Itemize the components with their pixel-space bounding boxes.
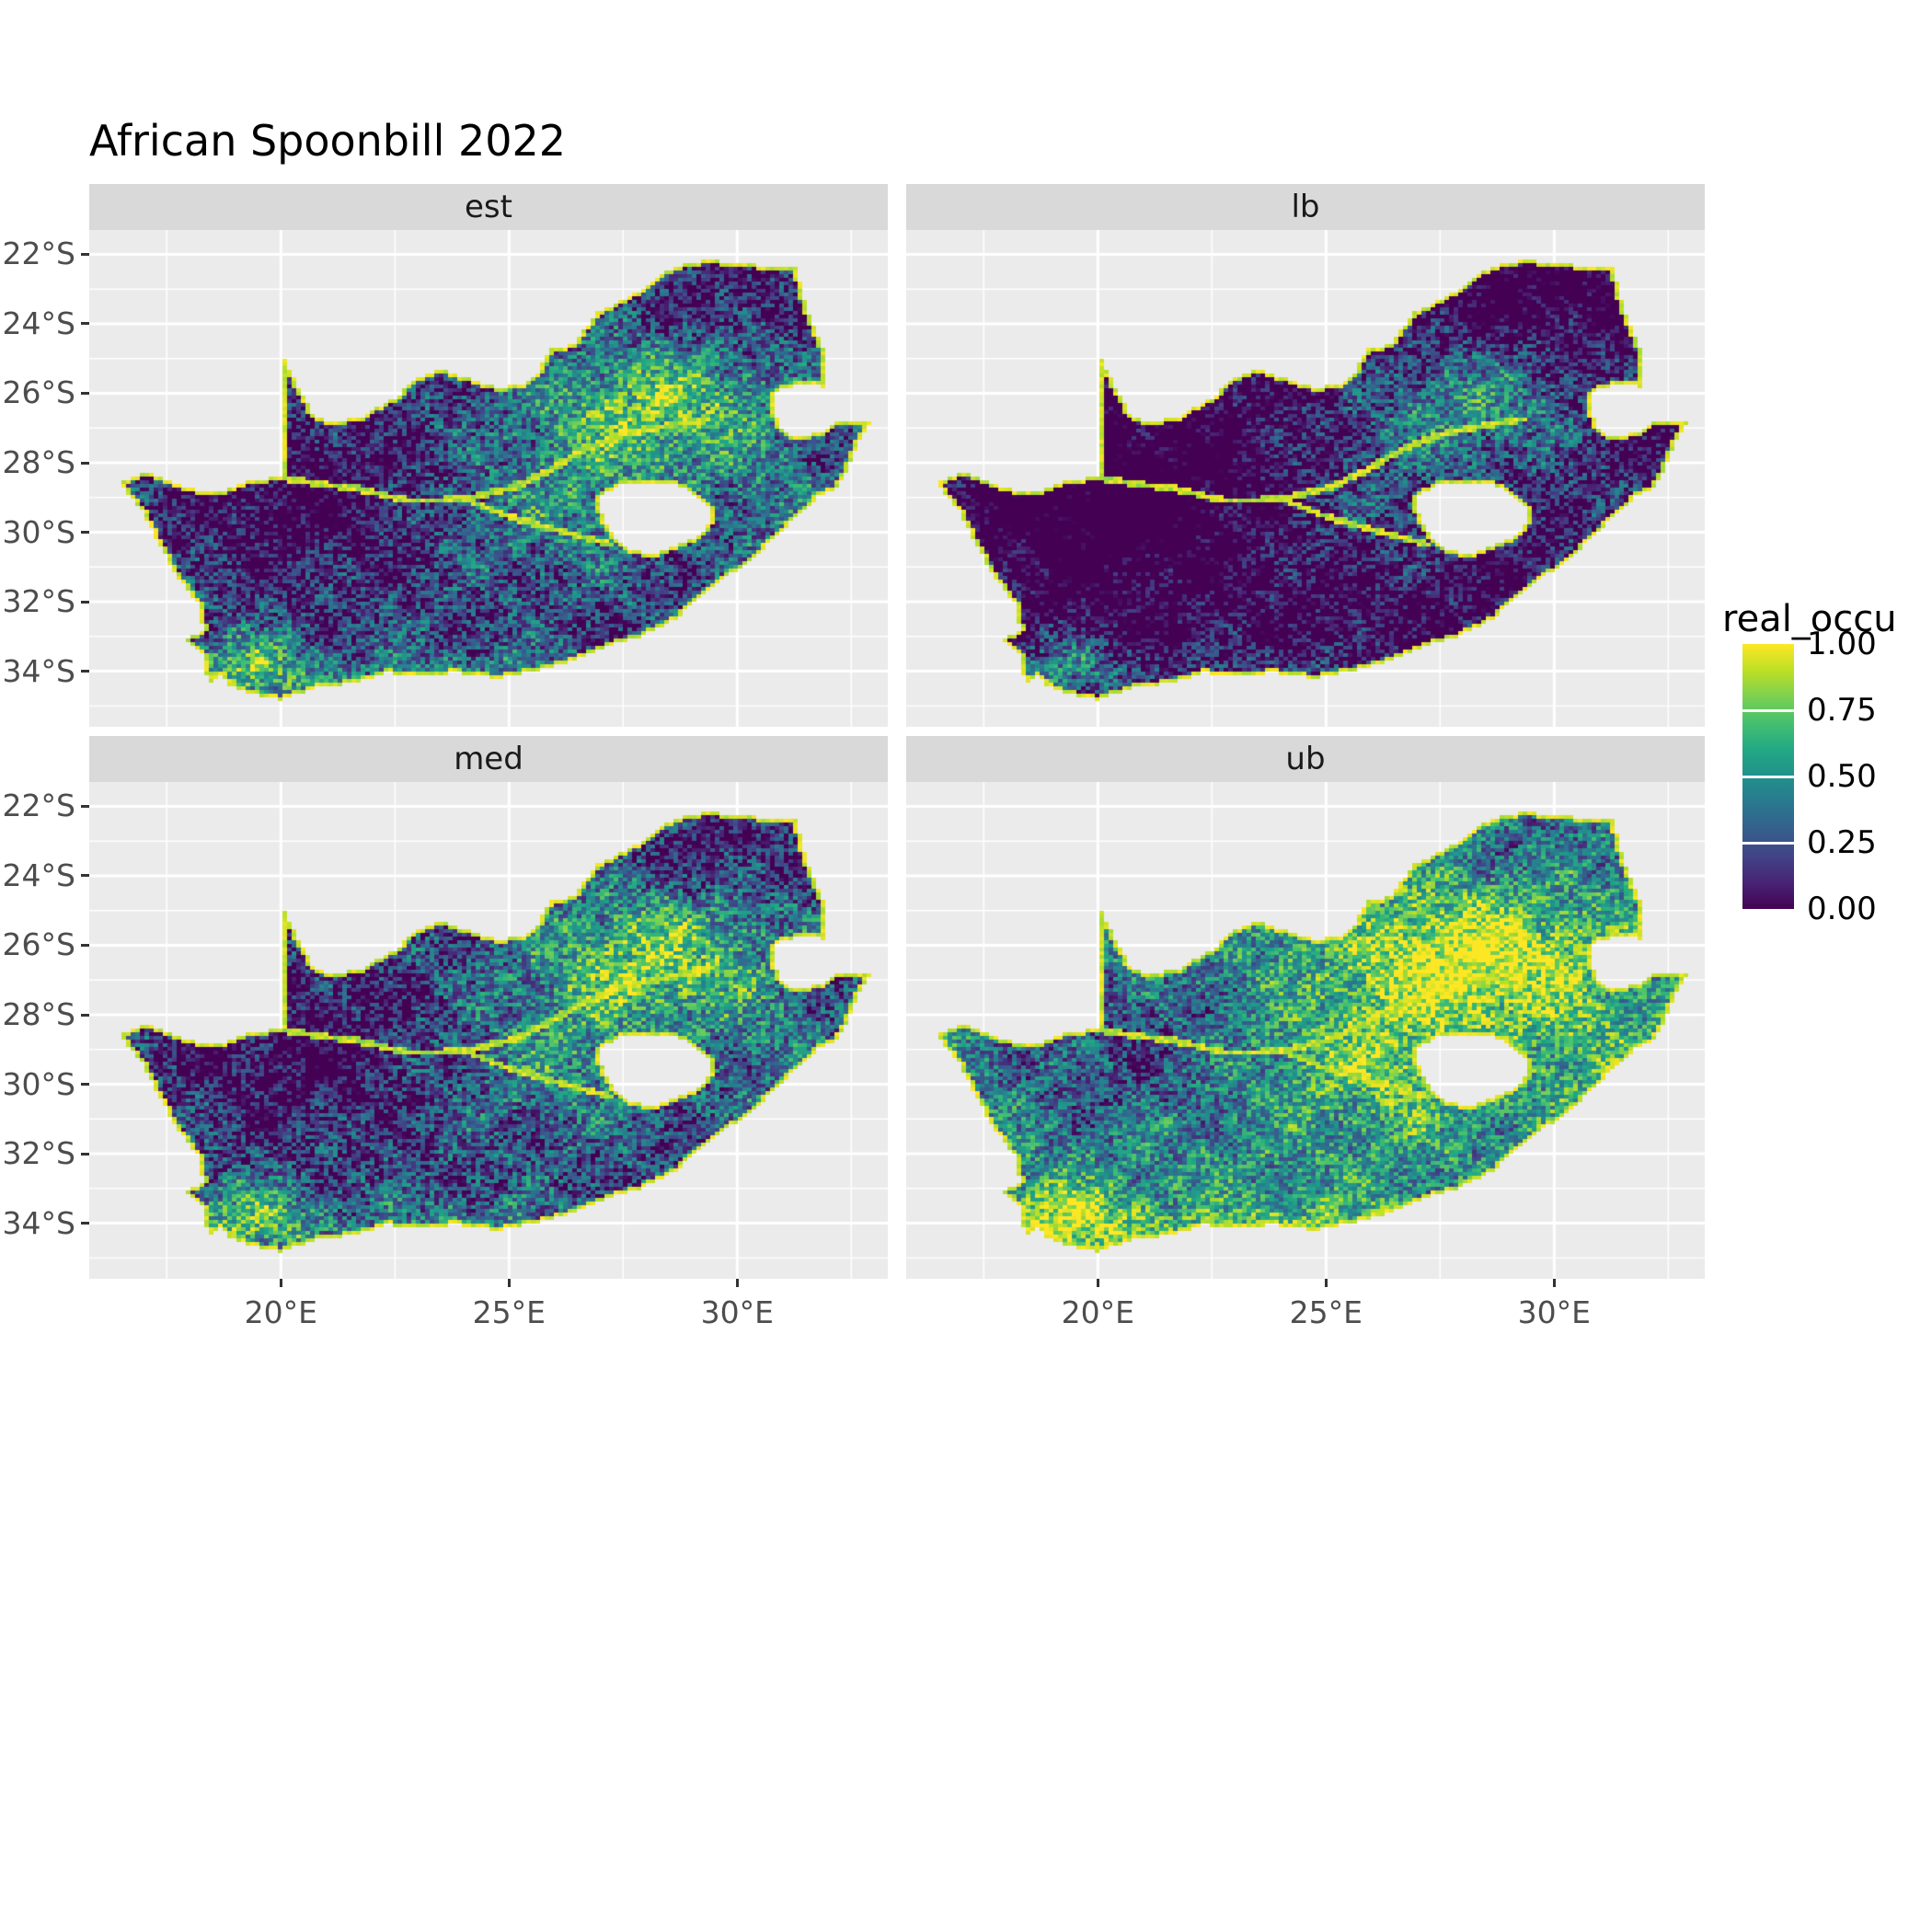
y-axis-tick (81, 1083, 89, 1087)
y-axis-label: 22°S (2, 788, 75, 824)
y-axis-tick (81, 391, 89, 395)
x-axis-tick (1096, 1279, 1099, 1287)
x-axis-tick (507, 1279, 511, 1287)
y-axis-label: 32°S (2, 583, 75, 620)
map-panel-med (89, 782, 888, 1279)
legend-label: 0.25 (1807, 824, 1877, 861)
legend-colorbar-tick (1742, 708, 1794, 712)
facet-strip-label: lb (1291, 189, 1320, 225)
facet-strip-ub: ub (906, 736, 1705, 782)
facet-strip-label: med (454, 741, 523, 777)
y-axis-label: 24°S (2, 857, 75, 893)
y-axis-tick (81, 874, 89, 878)
map-panel-ub (906, 782, 1705, 1279)
y-axis-tick (81, 322, 89, 326)
y-axis-label: 26°S (2, 926, 75, 963)
y-axis-tick (81, 531, 89, 535)
facet-strip-label: ub (1285, 741, 1326, 777)
facet-strip-label: est (465, 189, 512, 225)
y-axis-tick (81, 1152, 89, 1156)
x-axis-tick (1324, 1279, 1328, 1287)
plot-title: African Spoonbill 2022 (89, 116, 567, 166)
y-axis-tick (81, 461, 89, 465)
y-axis-label: 34°S (2, 1204, 75, 1241)
map-panel-est (89, 230, 888, 727)
y-axis-label: 28°S (2, 996, 75, 1032)
y-axis-tick (81, 252, 89, 256)
y-axis-label: 30°S (2, 513, 75, 550)
legend-label: 0.75 (1807, 692, 1877, 729)
y-axis-label: 30°S (2, 1065, 75, 1102)
x-axis-tick (279, 1279, 282, 1287)
y-axis-label: 22°S (2, 236, 75, 272)
y-axis-tick (81, 1222, 89, 1225)
facet-strip-lb: lb (906, 184, 1705, 230)
legend-colorbar-tick (1742, 775, 1794, 778)
map-panel-lb (906, 230, 1705, 727)
legend-label: 0.00 (1807, 891, 1877, 927)
legend-colorbar-tick (1742, 841, 1794, 845)
y-axis-label: 28°S (2, 444, 75, 480)
facet-strip-med: med (89, 736, 888, 782)
y-axis-label: 26°S (2, 374, 75, 411)
legend-label: 0.50 (1807, 758, 1877, 795)
legend-title: real_occu (1722, 598, 1897, 640)
x-axis-label: 20°E (1061, 1294, 1134, 1330)
x-axis-label: 30°E (1517, 1294, 1591, 1330)
y-axis-tick (81, 600, 89, 604)
y-axis-label: 32°S (2, 1135, 75, 1172)
x-axis-tick (735, 1279, 739, 1287)
y-axis-tick (81, 1013, 89, 1017)
y-axis-tick (81, 804, 89, 808)
facet-strip-est: est (89, 184, 888, 230)
legend-label: 1.00 (1807, 626, 1877, 662)
y-axis-label: 34°S (2, 652, 75, 689)
y-axis-tick (81, 670, 89, 673)
x-axis-tick (1552, 1279, 1556, 1287)
x-axis-label: 25°E (472, 1294, 546, 1330)
x-axis-label: 25°E (1289, 1294, 1363, 1330)
x-axis-label: 30°E (700, 1294, 774, 1330)
y-axis-tick (81, 943, 89, 947)
x-axis-label: 20°E (244, 1294, 317, 1330)
y-axis-label: 24°S (2, 305, 75, 341)
